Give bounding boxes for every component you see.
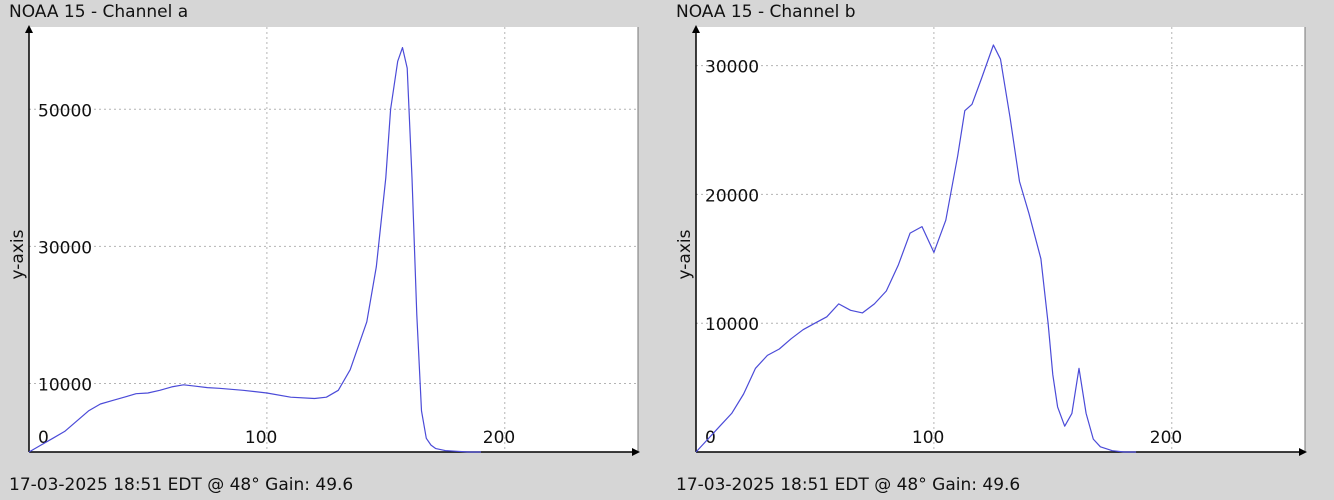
- x-tick-label: 200: [1150, 428, 1182, 448]
- chart-plot: 0 100 200 10000 20000 30000 y-axis: [675, 25, 1307, 456]
- plot-area: [696, 27, 1305, 452]
- x-axis-arrow: [632, 448, 640, 456]
- x-tick-label: 0: [38, 428, 49, 448]
- chart-title: NOAA 15 - Channel b: [676, 2, 856, 22]
- y-tick-label: 30000: [38, 238, 92, 258]
- chart-plot: 0 100 200 10000 30000 50000 y-axis: [8, 25, 640, 456]
- plot-area: [29, 27, 638, 452]
- y-axis-label: y-axis: [675, 229, 695, 279]
- chart-footer: 17-03-2025 18:51 EDT @ 48° Gain: 49.6: [676, 475, 1021, 495]
- y-axis-label: y-axis: [8, 229, 28, 279]
- chart-panel-a: NOAA 15 - Channel a 0 100 200 10000 30000 500…: [8, 2, 640, 495]
- chart-title: NOAA 15 - Channel a: [9, 2, 189, 22]
- y-tick-label: 10000: [705, 315, 759, 335]
- x-tick-label: 100: [245, 428, 277, 448]
- y-axis-arrow: [692, 25, 700, 33]
- y-tick-label: 50000: [38, 101, 92, 121]
- chart-panel-b: NOAA 15 - Channel b 0 100 200 10000 20000 300…: [667, 0, 1334, 500]
- y-tick-label: 30000: [705, 58, 759, 78]
- series-line: [695, 44, 1137, 453]
- x-tick-label: 200: [483, 428, 515, 448]
- y-axis-arrow: [25, 25, 33, 33]
- x-tick-label: 100: [912, 428, 944, 448]
- series-line: [28, 46, 481, 453]
- x-axis-arrow: [1299, 448, 1307, 456]
- chart-footer: 17-03-2025 18:51 EDT @ 48° Gain: 49.6: [9, 475, 354, 495]
- y-tick-label: 20000: [705, 186, 759, 206]
- x-tick-label: 0: [705, 428, 716, 448]
- y-tick-label: 10000: [38, 375, 92, 395]
